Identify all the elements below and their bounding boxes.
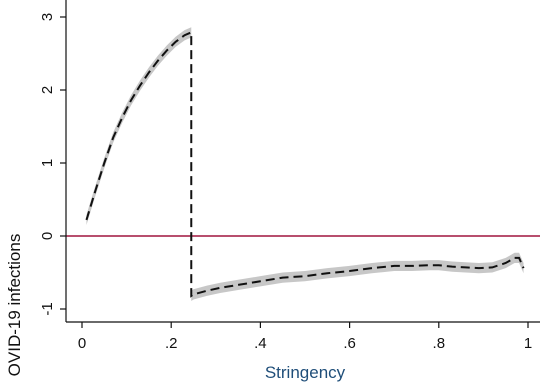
x-tick-label: 1: [524, 335, 532, 352]
x-tick-label: .4: [254, 335, 267, 352]
x-tick-label: .6: [343, 335, 356, 352]
y-tick-label: 0: [39, 232, 56, 240]
axes: [65, 0, 540, 323]
x-tick-label: .2: [165, 335, 178, 352]
x-tick-label: 0: [78, 335, 86, 352]
y-axis-label: OVID-19 infections: [5, 234, 24, 377]
y-tick-label: 3: [39, 13, 56, 21]
confidence-band-segment: [191, 252, 524, 301]
x-axis-label: Stringency: [265, 363, 346, 382]
estimate-line: [85, 30, 525, 298]
x-tick-label: .8: [433, 335, 446, 352]
confidence-band: [86, 27, 524, 301]
x-ticks: 0 .2 .4 .6 .8 1: [78, 322, 532, 352]
y-ticks: -1 0 1 2 3: [39, 13, 66, 316]
y-tick-label: 2: [39, 86, 56, 94]
confidence-band-segment: [86, 27, 192, 226]
y-tick-label: -1: [39, 302, 56, 315]
y-tick-label: 1: [39, 159, 56, 167]
